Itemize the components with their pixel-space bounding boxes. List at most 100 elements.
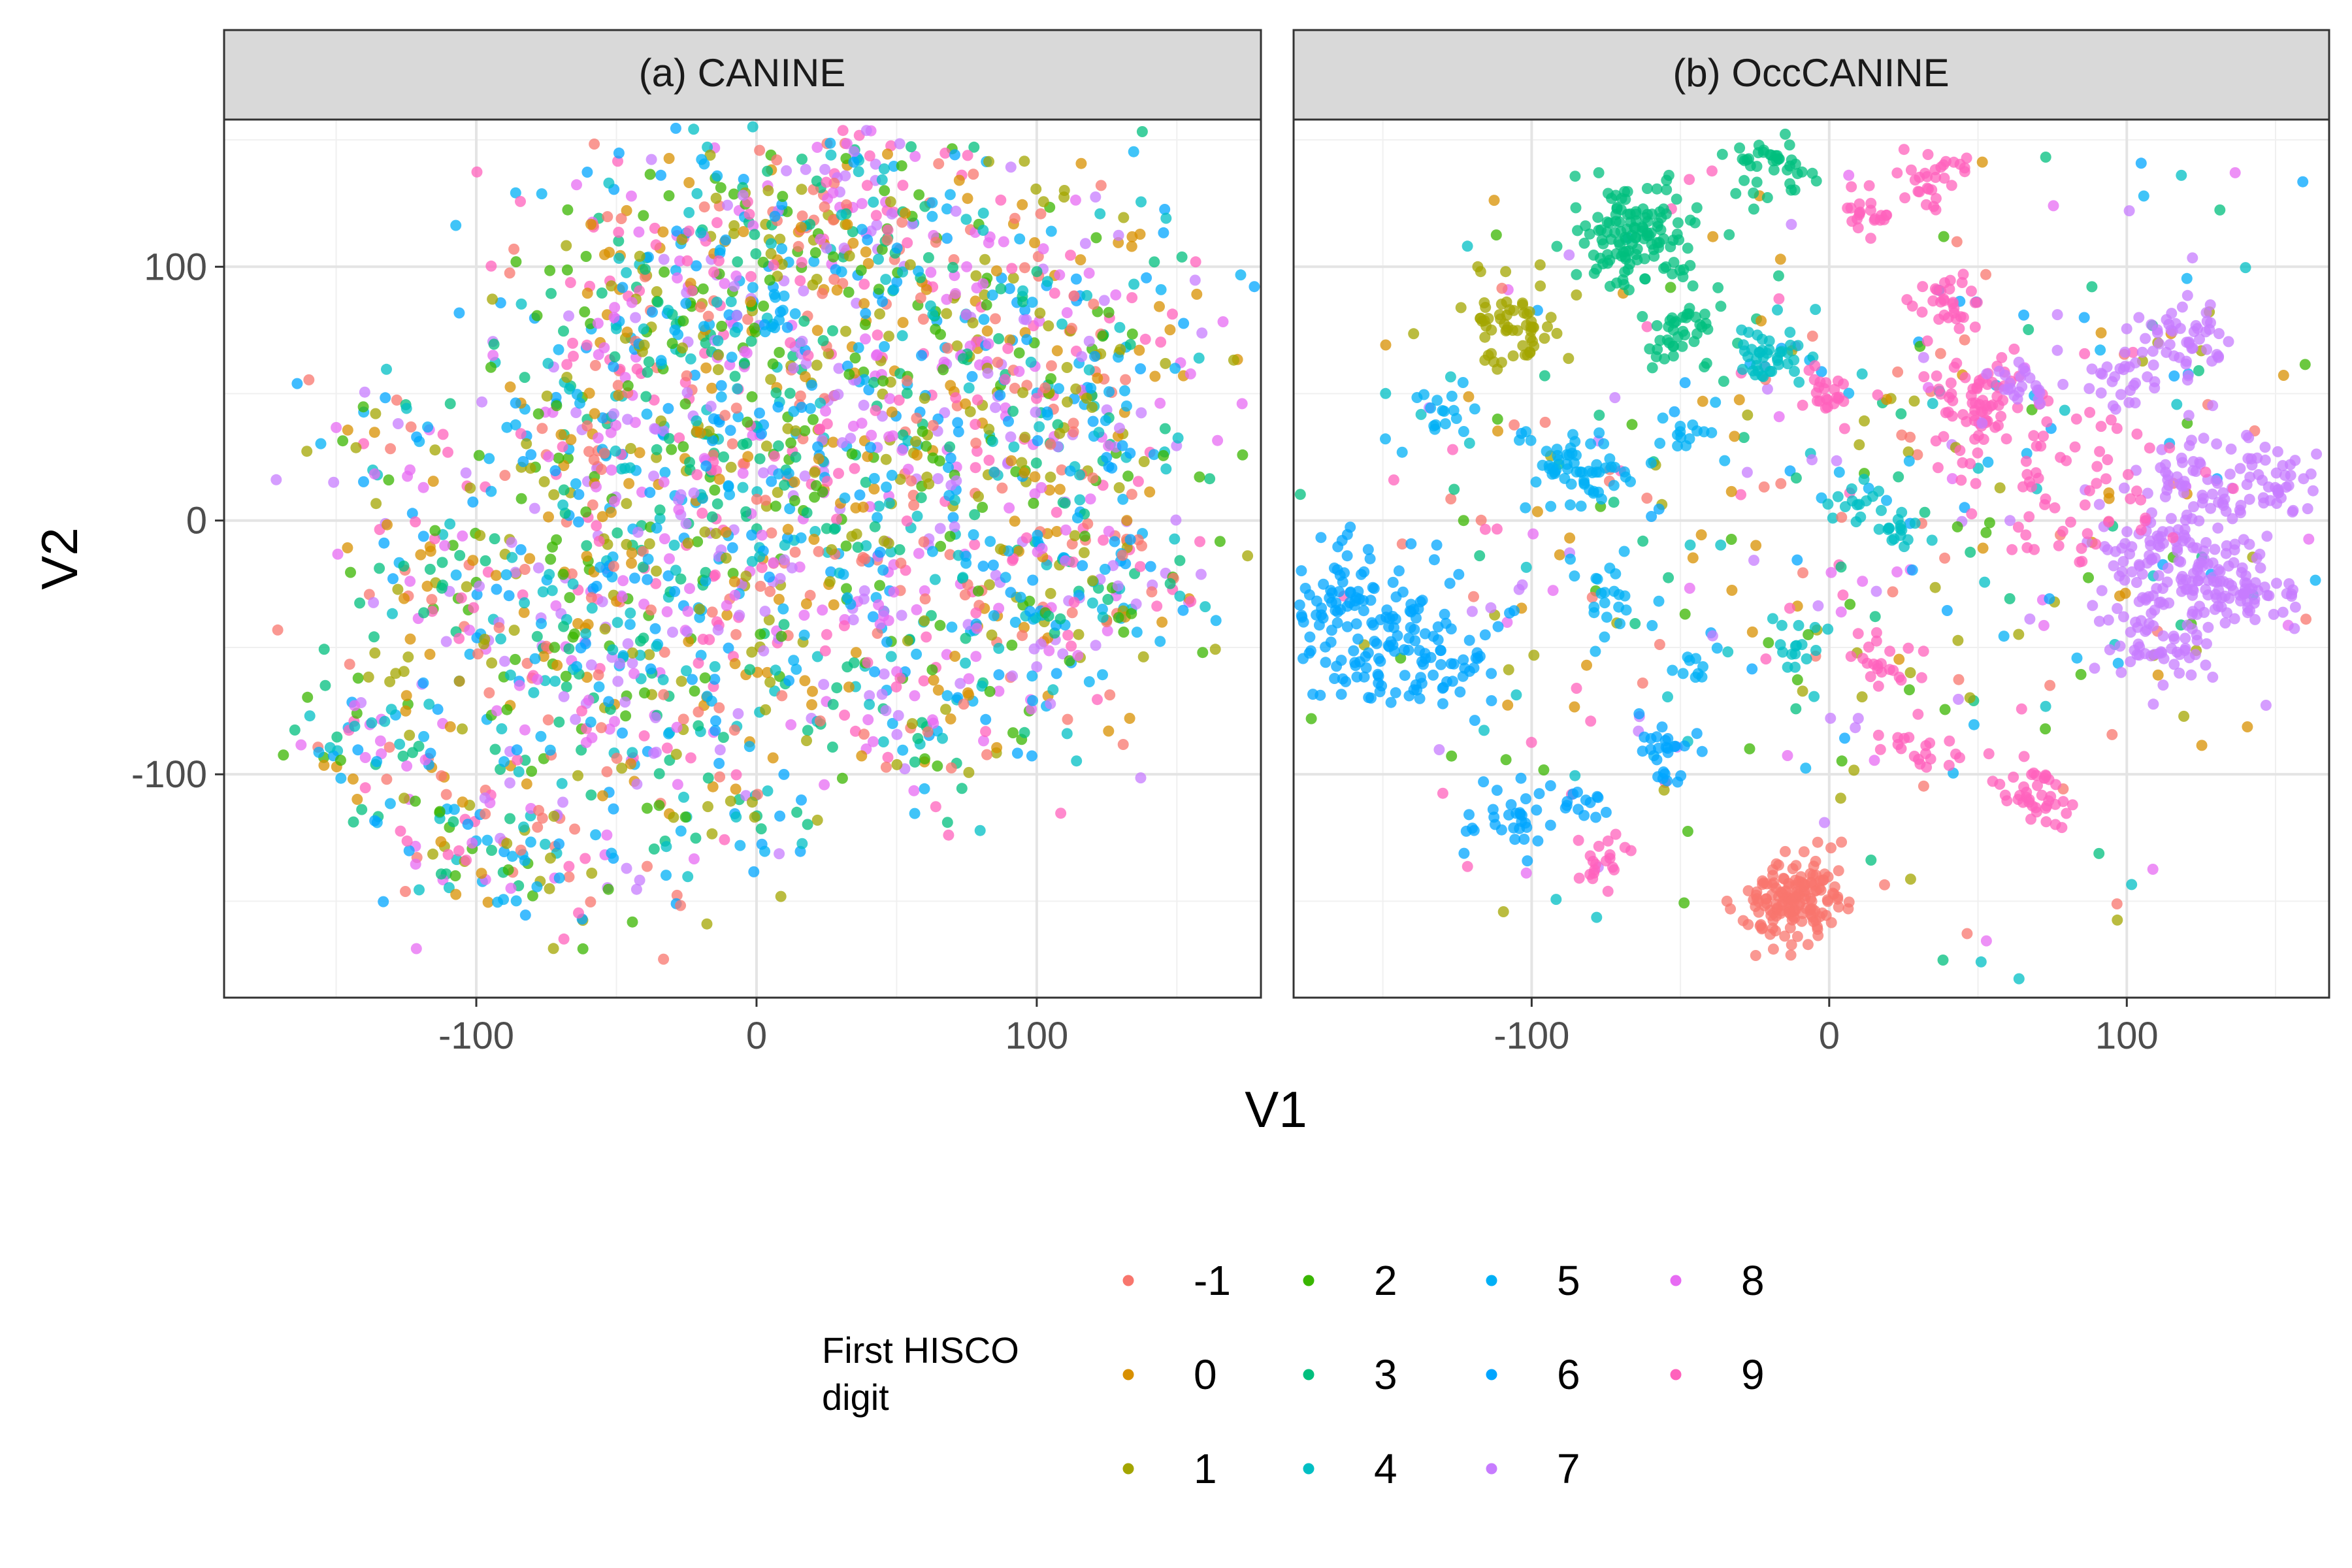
data-point: [1068, 290, 1080, 302]
data-point: [1876, 504, 1887, 516]
data-point: [932, 473, 944, 485]
data-point: [2187, 542, 2199, 553]
data-point: [670, 122, 681, 134]
data-point: [1586, 591, 1598, 603]
x-tick-label: -100: [1494, 1015, 1569, 1057]
data-point: [921, 631, 932, 643]
data-point: [2025, 813, 2036, 825]
data-point: [382, 519, 393, 531]
data-point: [560, 670, 572, 682]
data-point: [1598, 438, 1610, 449]
data-point: [1957, 409, 1969, 421]
data-point: [815, 397, 826, 409]
data-point: [401, 760, 413, 772]
data-point: [1070, 273, 1082, 285]
data-point: [566, 568, 578, 580]
data-point: [1085, 382, 1097, 394]
data-point: [370, 408, 382, 419]
data-point: [466, 837, 478, 849]
data-point: [404, 464, 416, 476]
data-point: [1034, 421, 1045, 433]
data-point: [2147, 864, 2159, 875]
data-point: [1126, 240, 1137, 252]
data-point: [900, 207, 911, 219]
data-point: [1128, 146, 1139, 157]
data-point: [2146, 319, 2157, 331]
data-point: [1658, 784, 1670, 796]
data-point: [726, 351, 738, 363]
data-point: [1684, 214, 1696, 226]
data-point: [1835, 792, 1846, 804]
data-point: [337, 435, 349, 447]
data-point: [782, 523, 794, 535]
data-point: [602, 883, 614, 895]
data-point: [1828, 889, 1840, 900]
data-point: [1154, 301, 1165, 312]
data-point: [773, 468, 785, 480]
data-point: [2205, 502, 2217, 514]
data-point: [1944, 735, 1955, 747]
data-point: [769, 450, 781, 462]
data-point: [2057, 525, 2068, 537]
data-point: [1716, 148, 1728, 160]
data-point: [940, 704, 951, 715]
data-point: [1602, 835, 1614, 847]
data-point: [1622, 208, 1633, 220]
data-point: [490, 570, 502, 581]
data-point: [1492, 363, 1503, 375]
data-point: [1070, 383, 1082, 395]
data-point: [2111, 898, 2123, 909]
data-point: [1920, 748, 1931, 759]
data-point: [2310, 574, 2321, 586]
data-point: [352, 744, 364, 756]
data-point: [953, 426, 964, 438]
data-point: [1653, 595, 1665, 607]
data-point: [1584, 228, 1595, 240]
data-point: [1789, 661, 1801, 673]
data-point: [1006, 640, 1018, 651]
data-point: [2114, 590, 2125, 602]
data-point: [1741, 466, 1753, 478]
data-point: [1908, 395, 1920, 407]
data-point: [593, 669, 604, 681]
data-point: [1137, 651, 1149, 662]
data-point: [657, 674, 669, 685]
data-point: [2195, 570, 2206, 581]
data-point: [693, 706, 704, 718]
data-point: [711, 170, 723, 182]
data-point: [1491, 523, 1503, 535]
data-point: [1385, 696, 1397, 708]
data-point: [778, 768, 790, 780]
data-point: [2202, 589, 2214, 601]
data-point: [1031, 661, 1043, 673]
data-point: [1507, 350, 1519, 362]
data-point: [746, 646, 758, 658]
data-point: [1665, 282, 1676, 293]
data-point: [2135, 494, 2147, 506]
data-point: [1087, 472, 1099, 484]
data-point: [869, 521, 881, 532]
data-point: [935, 540, 947, 552]
data-point: [896, 160, 907, 172]
data-point: [690, 832, 702, 844]
data-point: [841, 592, 853, 604]
data-point: [585, 789, 597, 801]
data-point: [666, 338, 678, 350]
data-point: [1016, 457, 1028, 468]
data-point: [1387, 576, 1399, 588]
data-point: [644, 169, 656, 180]
data-point: [1538, 764, 1550, 776]
data-point: [491, 705, 502, 717]
data-point: [774, 573, 786, 584]
data-point: [1525, 434, 1537, 446]
data-point: [2061, 808, 2072, 819]
data-point: [410, 858, 421, 870]
data-point: [1045, 471, 1056, 483]
data-point: [2136, 568, 2148, 580]
data-point: [699, 672, 711, 684]
data-point: [878, 163, 890, 174]
data-point: [1176, 251, 1188, 263]
data-point: [927, 419, 939, 431]
data-point: [2071, 652, 2083, 664]
